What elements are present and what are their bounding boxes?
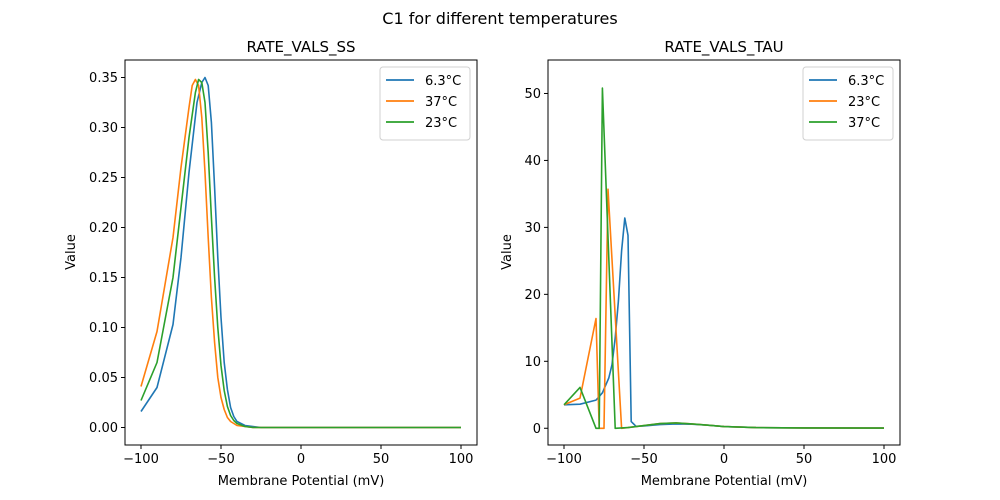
legend-label: 23°C xyxy=(425,116,457,131)
x-tick-label: −50 xyxy=(630,452,657,467)
y-tick-label: 0.00 xyxy=(89,421,118,436)
legend-label: 37°C xyxy=(425,95,457,110)
y-tick-label: 0.25 xyxy=(89,171,118,186)
y-tick-label: 0.30 xyxy=(89,121,118,136)
y-tick-label: 0.10 xyxy=(89,321,118,336)
x-tick-label: −100 xyxy=(123,452,159,467)
y-tick-label: 0 xyxy=(533,422,541,437)
legend-label: 23°C xyxy=(848,95,880,110)
series-line-0 xyxy=(140,76,461,429)
y-tick-label: 40 xyxy=(524,154,541,169)
x-tick-label: 50 xyxy=(373,452,390,467)
subplot-rate-vals-ss: RATE_VALS_SS −100 −50 0 50 100 0.00 0.05 0.10 0… xyxy=(64,38,478,489)
legend-label: 37°C xyxy=(848,116,880,131)
x-tick-label: 100 xyxy=(449,452,474,467)
y-axis-label: Value xyxy=(500,234,515,270)
legend: 6.3°C 23°C 37°C xyxy=(802,66,894,141)
legend-label: 6.3°C xyxy=(848,74,884,89)
y-tick-label: 0.20 xyxy=(89,221,118,236)
y-tick-label: 30 xyxy=(524,221,541,236)
x-tick-label: 50 xyxy=(796,452,813,467)
x-axis-label: Membrane Potential (mV) xyxy=(218,474,385,489)
y-tick-label: 0.35 xyxy=(89,71,118,86)
y-tick-label: 0.05 xyxy=(89,371,118,386)
series-line-2 xyxy=(563,87,885,430)
x-tick-label: 0 xyxy=(297,452,305,467)
x-axis-label: Membrane Potential (mV) xyxy=(641,474,808,489)
x-tick-label: 0 xyxy=(720,452,728,467)
subplot-rate-vals-tau: RATE_VALS_TAU −100 −50 0 50 100 01020304050 … xyxy=(500,38,901,489)
legend: 6.3°C 37°C 23°C xyxy=(379,66,471,141)
x-tick-label: −50 xyxy=(207,452,234,467)
y-tick-label: 20 xyxy=(524,288,541,303)
y-tick-label: 50 xyxy=(524,87,541,102)
y-tick-label: 0.15 xyxy=(89,271,118,286)
subplot-title: RATE_VALS_TAU xyxy=(664,38,783,57)
y-axis-label: Value xyxy=(64,234,79,270)
figure-suptitle: C1 for different temperatures xyxy=(382,9,617,28)
x-tick-label: 100 xyxy=(872,452,897,467)
series-line-2 xyxy=(140,78,461,429)
series-line-1 xyxy=(563,188,885,430)
legend-label: 6.3°C xyxy=(425,74,461,89)
subplot-title: RATE_VALS_SS xyxy=(246,38,355,57)
y-tick-label: 10 xyxy=(524,355,541,370)
x-tick-label: −100 xyxy=(546,452,582,467)
